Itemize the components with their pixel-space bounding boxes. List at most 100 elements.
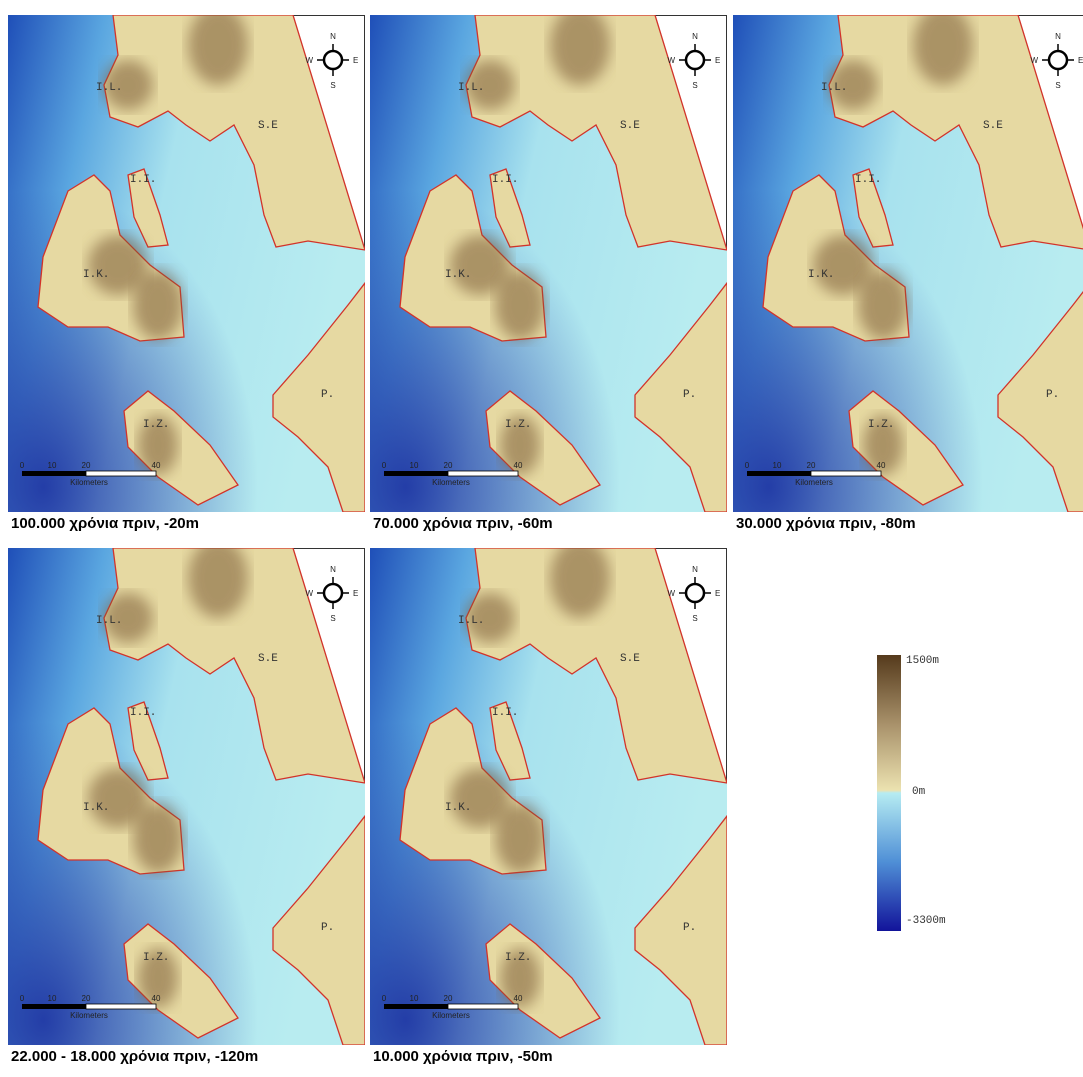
- scale-tick: 20: [82, 994, 91, 1003]
- scale-bar: [384, 1004, 448, 1009]
- place-label: S.E: [620, 120, 640, 132]
- scale-bar: [22, 1004, 86, 1009]
- place-label: S.E: [258, 653, 278, 665]
- compass-letter: S: [692, 81, 697, 90]
- scale-bar: [22, 471, 86, 476]
- place-label: I.L.: [458, 82, 484, 94]
- caption: 30.000 χρόνια πριν, -80m: [736, 515, 916, 532]
- relief: [133, 270, 183, 340]
- compass-ring: [324, 51, 342, 69]
- scale-tick: 40: [514, 461, 523, 470]
- place-label: I.I.: [130, 174, 156, 186]
- legend-label: 1500m: [906, 655, 939, 667]
- scale-tick: 10: [410, 994, 419, 1003]
- scale-tick: 0: [382, 994, 387, 1003]
- scale-bar: [448, 1004, 518, 1009]
- scale-tick: 0: [745, 461, 750, 470]
- scale-unit: Kilometers: [432, 478, 470, 487]
- relief: [495, 803, 545, 873]
- compass-letter: E: [715, 589, 720, 598]
- compass-letter: S: [1055, 81, 1060, 90]
- scale-tick: 20: [82, 461, 91, 470]
- place-label: I.Z.: [505, 419, 531, 431]
- place-label: I.L.: [96, 82, 122, 94]
- scale-tick: 20: [444, 461, 453, 470]
- compass-letter: W: [1030, 56, 1038, 65]
- place-label: I.K.: [445, 269, 471, 281]
- legend-label: -3300m: [906, 915, 946, 927]
- place-label: P.: [683, 389, 696, 401]
- compass-letter: N: [1055, 32, 1061, 41]
- place-label: I.L.: [821, 82, 847, 94]
- scale-tick: 0: [20, 461, 25, 470]
- scale-tick: 40: [152, 994, 161, 1003]
- scale-tick: 10: [48, 994, 57, 1003]
- relief: [133, 803, 183, 873]
- compass-letter: E: [353, 589, 358, 598]
- compass-ring: [686, 51, 704, 69]
- compass-letter: W: [667, 56, 675, 65]
- scale-tick: 40: [152, 461, 161, 470]
- legend-gradient: [877, 655, 901, 931]
- scale-bar: [86, 1004, 156, 1009]
- place-label: S.E: [620, 653, 640, 665]
- relief: [495, 270, 545, 340]
- caption: 100.000 χρόνια πριν, -20m: [11, 515, 199, 532]
- scale-tick: 10: [773, 461, 782, 470]
- caption: 70.000 χρόνια πριν, -60m: [373, 515, 553, 532]
- scale-tick: 40: [877, 461, 886, 470]
- place-label: S.E: [983, 120, 1003, 132]
- caption: 22.000 - 18.000 χρόνια πριν, -120m: [11, 1048, 258, 1065]
- scale-bar: [448, 471, 518, 476]
- relief: [858, 270, 908, 340]
- scale-tick: 0: [382, 461, 387, 470]
- compass-ring: [324, 584, 342, 602]
- caption: 10.000 χρόνια πριν, -50m: [373, 1048, 553, 1065]
- scale-bar: [811, 471, 881, 476]
- place-label: P.: [1046, 389, 1059, 401]
- compass-letter: S: [692, 614, 697, 623]
- compass-letter: E: [353, 56, 358, 65]
- compass-letter: W: [305, 56, 313, 65]
- place-label: I.L.: [458, 615, 484, 627]
- place-label: S.E: [258, 120, 278, 132]
- scale-tick: 20: [807, 461, 816, 470]
- scale-tick: 20: [444, 994, 453, 1003]
- scale-tick: 0: [20, 994, 25, 1003]
- place-label: P.: [321, 389, 334, 401]
- compass-letter: S: [330, 81, 335, 90]
- compass-letter: N: [330, 565, 336, 574]
- place-label: I.Z.: [505, 952, 531, 964]
- compass-letter: W: [305, 589, 313, 598]
- compass-ring: [686, 584, 704, 602]
- scale-unit: Kilometers: [70, 1011, 108, 1020]
- place-label: I.K.: [83, 269, 109, 281]
- compass-letter: N: [692, 32, 698, 41]
- compass-letter: E: [715, 56, 720, 65]
- scale-unit: Kilometers: [432, 1011, 470, 1020]
- compass-letter: W: [667, 589, 675, 598]
- place-label: I.K.: [445, 802, 471, 814]
- place-label: I.I.: [492, 174, 518, 186]
- place-label: I.I.: [855, 174, 881, 186]
- scale-unit: Kilometers: [795, 478, 833, 487]
- place-label: I.I.: [130, 707, 156, 719]
- place-label: I.K.: [83, 802, 109, 814]
- scale-bar: [86, 471, 156, 476]
- compass-letter: E: [1078, 56, 1083, 65]
- place-label: I.Z.: [143, 419, 169, 431]
- scale-bar: [747, 471, 811, 476]
- compass-letter: N: [330, 32, 336, 41]
- place-label: I.L.: [96, 615, 122, 627]
- place-label: P.: [321, 922, 334, 934]
- place-label: I.I.: [492, 707, 518, 719]
- place-label: P.: [683, 922, 696, 934]
- legend-bar: [876, 655, 902, 931]
- place-label: I.Z.: [143, 952, 169, 964]
- compass-ring: [1049, 51, 1067, 69]
- page: {"panels": [ {"caption": "100.000 χρόνια…: [0, 0, 1083, 1077]
- compass-letter: S: [330, 614, 335, 623]
- scale-tick: 40: [514, 994, 523, 1003]
